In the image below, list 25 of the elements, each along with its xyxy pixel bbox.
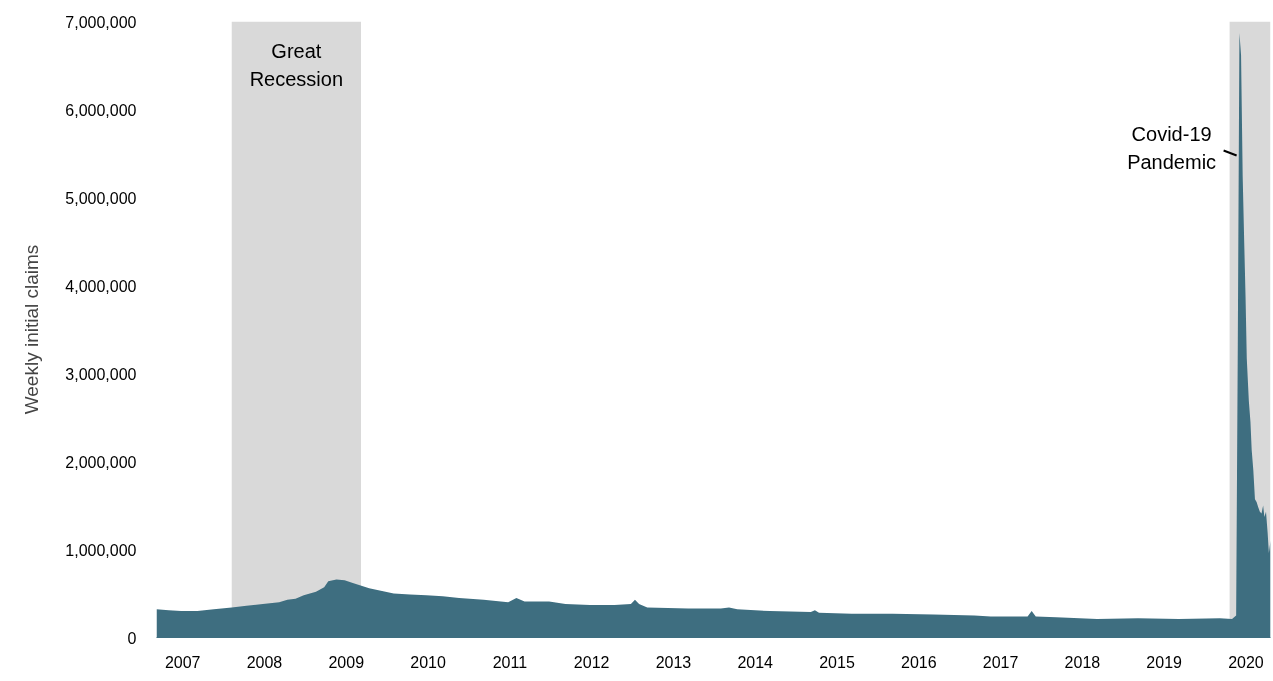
band-label: Great Recession (249, 39, 344, 90)
y-tick-label: 5,000,000 (65, 189, 137, 207)
y-tick-label: 0 (127, 629, 137, 647)
y-tick-label: 6,000,000 (65, 101, 137, 119)
x-tick-label: 2016 (901, 653, 937, 671)
y-tick-label: 2,000,000 (65, 453, 137, 471)
y-tick-label: 1,000,000 (65, 541, 137, 559)
y-tick-label: 7,000,000 (65, 13, 137, 31)
x-tick-label: 2009 (328, 653, 365, 671)
y-tick-label: 4,000,000 (65, 277, 137, 295)
x-tick-label: 2018 (1064, 653, 1101, 671)
x-tick-label: 2007 (164, 653, 201, 671)
x-tick-label: 2015 (819, 653, 855, 671)
x-tick-label: 2008 (246, 653, 283, 671)
x-tick-label: 2017 (982, 653, 1019, 671)
y-tick-label: 3,000,000 (65, 365, 137, 383)
x-tick-label: 2012 (573, 653, 610, 671)
x-tick-label: 2019 (1146, 653, 1183, 671)
x-tick-label: 2020 (1228, 653, 1264, 671)
y-axis-title: Weekly initial claims (21, 244, 43, 415)
band-label: Covid-19 Pandemic (1127, 122, 1217, 173)
x-tick-label: 2011 (492, 653, 528, 671)
x-tick-label: 2014 (737, 653, 774, 671)
x-tick-label: 2010 (410, 653, 446, 671)
x-tick-label: 2013 (655, 653, 692, 671)
